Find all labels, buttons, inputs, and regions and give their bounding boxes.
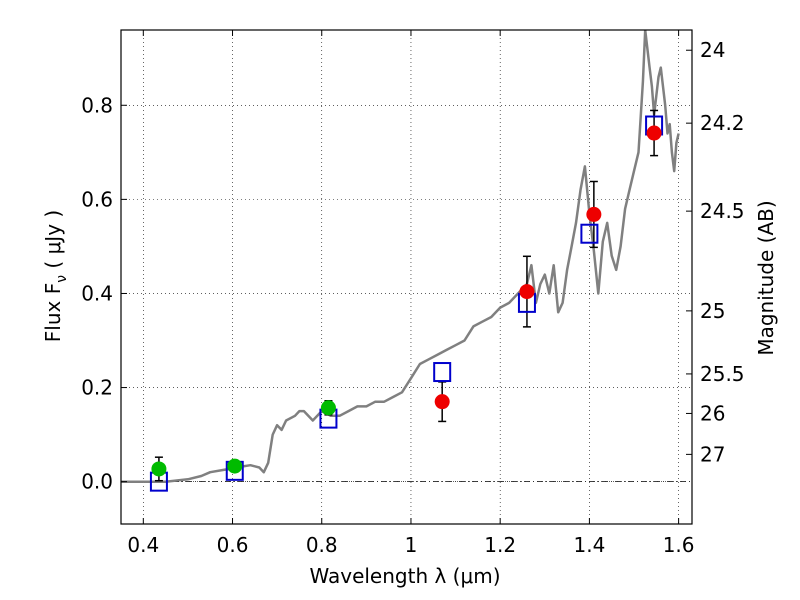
model-flux-box [580,223,599,244]
right-tick-label: 25.5 [700,362,745,386]
y-axis-label-sub: ν [54,275,70,283]
y-axis-label: Flux Fν ( μJy ) [41,210,70,342]
grid-lines [121,30,692,524]
green-data-point [320,400,336,416]
x-tick-label: 1.2 [484,533,516,557]
axis-ticks: 0.4 0.6 0.8 1 1.2 1.4 1.6 0.0 0.2 0.4 0.6 0.8 24 24.2… [81,30,745,557]
right-tick-label: 26 [700,401,725,425]
x-tick-label: 1.6 [663,533,695,557]
y-tick-label: 0.8 [81,93,113,117]
x-axis-label: Wavelength λ (μm) [309,564,500,588]
green-data-point [151,461,167,477]
x-tick-label: 0.6 [217,533,249,557]
plot-frame [120,29,693,525]
plot-area [121,30,680,492]
y-axis-label-unit: ( μJy ) [41,210,65,275]
right-tick-label: 27 [700,442,725,466]
right-tick-label: 24.5 [700,199,745,223]
y-tick-label: 0.6 [81,187,113,211]
green-data-point [227,458,243,474]
red-data-point [519,284,535,300]
red-data-point [646,125,662,141]
red-data-point [434,394,450,410]
x-tick-label: 1.4 [573,533,605,557]
error-bars [154,109,659,482]
right-tick-label: 24 [700,38,725,62]
x-tick-label: 0.8 [306,533,338,557]
spectrum-line [121,30,680,483]
red-data-point [586,206,602,222]
y-tick-label: 0.2 [81,376,113,400]
right-tick-label: 24.2 [700,111,745,135]
x-tick-label: 1 [405,533,418,557]
y-tick-label: 0.4 [81,281,113,305]
right-tick-label: 25 [700,299,725,323]
observed-flux-points [151,125,662,477]
x-tick-label: 0.4 [127,533,159,557]
y-axis-label-main: Flux F [41,283,65,342]
y-tick-label: 0.0 [81,470,113,494]
model-flux-box [433,362,452,383]
right-axis-label: Magnitude (AB) [754,200,778,355]
